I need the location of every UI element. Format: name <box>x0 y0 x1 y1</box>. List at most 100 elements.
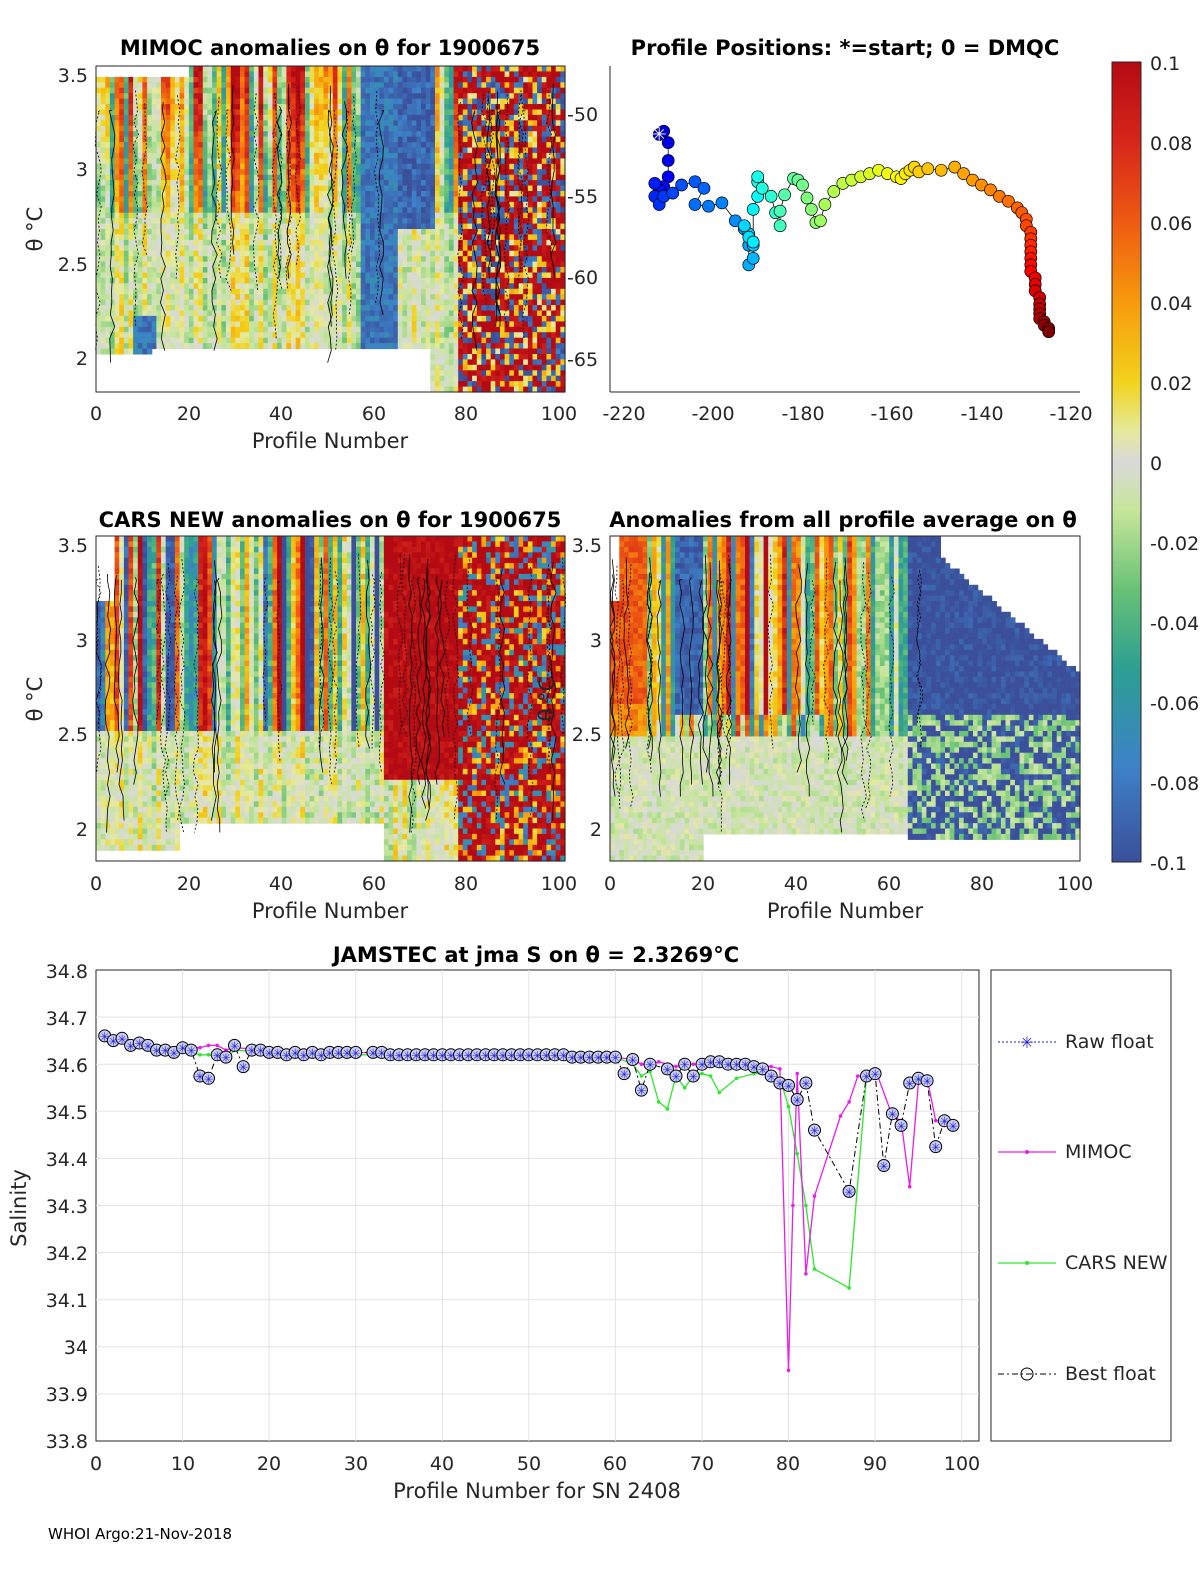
heatmap-cell <box>295 250 301 257</box>
heatmap-cell <box>360 82 366 89</box>
heatmap-cell <box>309 321 315 328</box>
heatmap-cell <box>193 147 199 154</box>
heatmap-cell <box>430 359 436 366</box>
heatmap-cell <box>179 326 185 333</box>
heatmap-cell <box>500 76 506 83</box>
heatmap-cell <box>133 256 139 263</box>
heatmap-cell <box>170 294 176 301</box>
heatmap-cell <box>253 332 260 339</box>
heatmap-cell <box>179 163 185 170</box>
heatmap-cell <box>370 87 376 94</box>
heatmap-cell <box>291 245 297 252</box>
heatmap-cell <box>184 76 190 83</box>
heatmap-cell <box>374 152 380 159</box>
heatmap-cell <box>235 267 241 273</box>
heatmap-cell <box>518 381 524 388</box>
heatmap-cell <box>309 234 315 241</box>
heatmap-cell <box>416 120 422 127</box>
heatmap-cell <box>360 163 366 170</box>
heatmap-cell <box>123 180 130 187</box>
heatmap-cell <box>244 326 250 333</box>
heatmap-cell <box>184 229 190 235</box>
heatmap-cell <box>346 261 352 268</box>
heatmap-cell <box>337 185 343 192</box>
heatmap-cell <box>147 109 153 116</box>
heatmap-cell <box>263 152 269 159</box>
heatmap-cell <box>402 245 408 252</box>
heatmap-cell <box>142 180 148 187</box>
heatmap-cell <box>490 66 496 72</box>
heatmap-cell <box>458 348 464 355</box>
heatmap-cell <box>337 310 343 317</box>
heatmap-cell <box>500 191 506 197</box>
heatmap-cell <box>109 125 116 132</box>
heatmap-cell <box>263 299 269 306</box>
heatmap-cell <box>476 234 482 241</box>
heatmap-cell <box>467 294 473 301</box>
heatmap-cell <box>402 131 408 138</box>
heatmap-cell <box>277 299 283 306</box>
heatmap-cell <box>198 337 204 344</box>
heatmap-cell <box>300 136 306 143</box>
heatmap-cell <box>448 375 455 382</box>
heatmap-cell <box>156 109 162 116</box>
heatmap-cell <box>472 245 478 252</box>
heatmap-cell <box>314 147 320 154</box>
heatmap-cell <box>193 294 199 301</box>
heatmap-cell <box>318 201 325 208</box>
heatmap-cell <box>383 288 390 295</box>
heatmap-cell <box>281 120 287 127</box>
heatmap-cell <box>332 272 338 279</box>
heatmap-cell <box>397 147 403 154</box>
heatmap-cell <box>388 207 394 214</box>
heatmap-cell <box>430 234 436 241</box>
heatmap-cell <box>161 87 167 94</box>
heatmap-cell <box>444 71 450 78</box>
heatmap-cell <box>523 163 529 170</box>
heatmap-cell <box>490 125 496 132</box>
heatmap-cell <box>277 256 283 263</box>
heatmap-cell <box>123 104 130 110</box>
heatmap-cell <box>425 315 431 322</box>
heatmap-cell <box>509 283 515 290</box>
heatmap-cell <box>109 272 116 279</box>
heatmap-cell <box>226 218 232 225</box>
heatmap-cell <box>161 250 167 257</box>
heatmap-cell <box>291 310 297 317</box>
heatmap-cell <box>240 343 246 350</box>
heatmap-cell <box>193 136 199 143</box>
heatmap-cell <box>230 337 236 344</box>
heatmap-cell <box>495 359 501 366</box>
heatmap-cell <box>416 310 422 317</box>
heatmap-cell <box>448 196 455 203</box>
heatmap-cell <box>500 343 506 350</box>
heatmap-cell <box>216 163 222 170</box>
heatmap-cell <box>244 239 250 246</box>
heatmap-cell <box>425 250 431 257</box>
heatmap-cell <box>240 196 246 203</box>
heatmap-cell <box>96 76 102 83</box>
heatmap-cell <box>351 294 357 301</box>
heatmap-cell <box>258 245 264 252</box>
heatmap-cell <box>188 261 195 268</box>
heatmap-cell <box>490 196 496 203</box>
heatmap-cell <box>123 277 130 284</box>
heatmap-cell <box>165 310 171 317</box>
heatmap-cell <box>346 343 352 350</box>
heatmap-cell <box>458 142 464 149</box>
heatmap-cell <box>472 120 478 127</box>
heatmap-cell <box>402 201 408 208</box>
heatmap-cell <box>328 272 334 279</box>
heatmap-cell <box>221 120 227 127</box>
heatmap-cell <box>328 201 334 208</box>
heatmap-cell <box>402 93 408 100</box>
heatmap-cell <box>165 196 171 203</box>
heatmap-cell <box>439 147 445 154</box>
heatmap-cell <box>188 104 195 110</box>
heatmap-cell <box>495 288 501 295</box>
heatmap-cell <box>513 294 520 301</box>
heatmap-cell <box>360 136 366 143</box>
heatmap-cell <box>481 272 487 279</box>
heatmap-cell <box>365 142 371 149</box>
heatmap-cell <box>435 158 441 165</box>
